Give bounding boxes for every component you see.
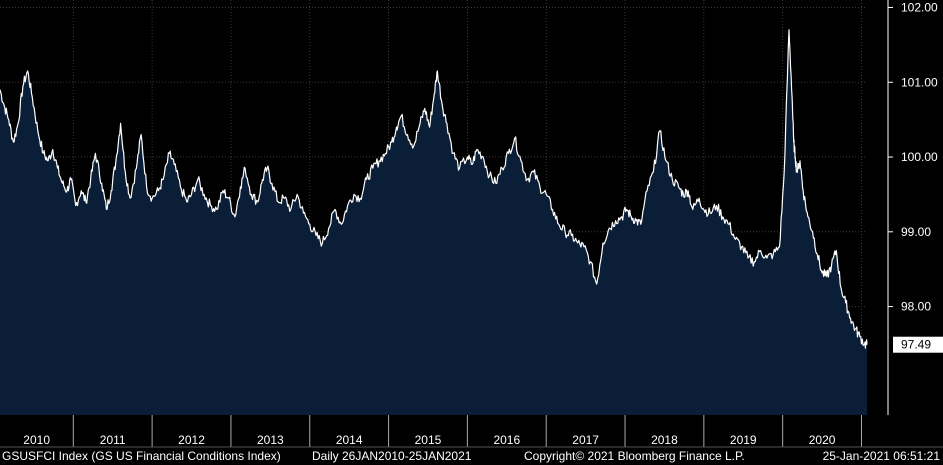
x-tick-label: 2011 xyxy=(100,433,126,447)
footer-copyright: Copyright© 2021 Bloomberg Finance L.P. xyxy=(524,449,745,463)
x-tick-label: 2015 xyxy=(415,433,442,447)
x-axis: 2010 2011 2012 2013 2014 2015 2016 2017 2018 2019… xyxy=(0,415,943,448)
last-value-label: 97.49 xyxy=(901,338,931,352)
x-tick-label: 2012 xyxy=(178,433,205,447)
y-tick-label: 102.00 xyxy=(901,0,938,14)
x-tick-label: 2014 xyxy=(336,433,363,447)
y-axis: 102.00 101.00 100.00 99.00 98.00 xyxy=(887,0,938,415)
x-tick-label: 2016 xyxy=(493,433,520,447)
footer-index-name: GSUSFCI Index (GS US Financial Condition… xyxy=(2,449,281,463)
series-line xyxy=(0,29,868,349)
x-tick-label: 2017 xyxy=(572,433,599,447)
x-tick-label: 2010 xyxy=(23,433,50,447)
x-tick-label: 2019 xyxy=(730,433,757,447)
y-tick-label: 98.00 xyxy=(901,300,931,314)
footer: GSUSFCI Index (GS US Financial Condition… xyxy=(2,449,940,463)
last-value-badge-box xyxy=(893,336,943,353)
y-tick-label: 101.00 xyxy=(901,75,938,89)
x-tick-label: 2013 xyxy=(257,433,284,447)
x-tick-label: 2018 xyxy=(651,433,678,447)
y-tick-label: 99.00 xyxy=(901,225,931,239)
last-value-badge: 97.49 xyxy=(893,336,943,353)
footer-timestamp: 25-Jan-2021 06:51:21 xyxy=(823,449,941,463)
x-tick-label: 2020 xyxy=(809,433,836,447)
footer-range: Daily 26JAN2010-25JAN2021 xyxy=(312,449,472,463)
plot-area xyxy=(0,29,868,416)
y-tick-label: 100.00 xyxy=(901,150,938,164)
series-area xyxy=(0,29,867,416)
